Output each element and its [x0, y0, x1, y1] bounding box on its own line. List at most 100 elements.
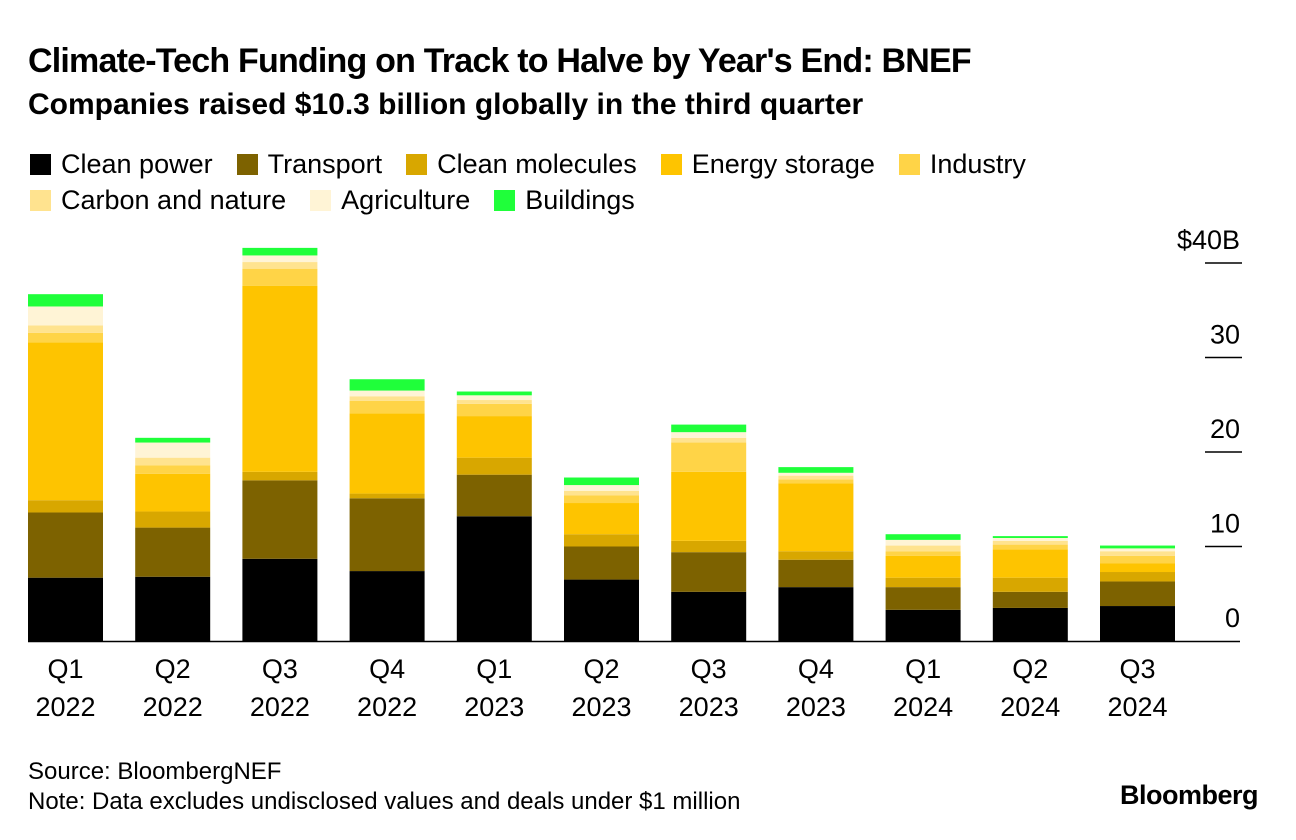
bar-segment-agriculture [885, 539, 961, 546]
bar-segment-clean-power [885, 609, 961, 641]
bar-segment-clean-molecules [135, 511, 211, 528]
bar-segment-clean-molecules [28, 500, 103, 513]
legend-row-1: Clean power Transport Clean molecules En… [30, 146, 1230, 182]
legend: Clean power Transport Clean molecules En… [30, 146, 1230, 218]
x-tick-label: 2024 [1107, 692, 1167, 722]
bar-segment-buildings [456, 391, 532, 396]
legend-item-agriculture: Agriculture [310, 185, 470, 216]
bar-segment-clean-power [242, 558, 318, 641]
bar-segment-clean-power [1100, 606, 1175, 641]
legend-label: Agriculture [341, 184, 471, 215]
bar-segment-industry [349, 400, 425, 414]
bar-segment-carbon-and-nature [135, 457, 211, 466]
x-tick-label: 2022 [357, 692, 417, 722]
legend-item-buildings: Buildings [494, 185, 635, 216]
bar-segment-clean-power [349, 571, 425, 641]
legend-item-energy-storage: Energy storage [660, 149, 875, 180]
bar-segment-industry [885, 551, 961, 556]
bar-segment-buildings [671, 424, 747, 433]
legend-item-transport: Transport [236, 149, 382, 180]
bar-segment-clean-molecules [564, 534, 639, 547]
bar-segment-industry [28, 332, 103, 343]
y-tick-label: 30 [1210, 320, 1240, 350]
bar-segment-carbon-and-nature [564, 490, 639, 496]
note-text: Note: Data excludes undisclosed values a… [28, 788, 741, 815]
legend-swatch [660, 153, 682, 175]
bar-segment-clean-power [28, 577, 103, 641]
bar-segment-energy-storage [135, 473, 211, 512]
bar-segment-clean-power [135, 576, 211, 641]
bar-segment-agriculture [242, 255, 318, 263]
bar-segment-transport [778, 559, 854, 588]
bar-segment-buildings [564, 477, 639, 486]
bar-segment-carbon-and-nature [992, 540, 1068, 545]
legend-item-carbon-and-nature: Carbon and nature [30, 185, 286, 216]
bar-segment-clean-molecules [992, 577, 1068, 592]
x-tick-label: Q1 [476, 654, 512, 684]
legend-swatch [310, 189, 332, 211]
bar-segment-clean-power [992, 607, 1068, 641]
y-tick-label: $40B [1177, 225, 1240, 255]
x-tick-label: Q1 [905, 654, 941, 684]
bar-segment-carbon-and-nature [28, 325, 103, 333]
bar-segment-transport [28, 512, 103, 578]
bar-segment-clean-power [671, 591, 747, 641]
bar-segment-carbon-and-nature [671, 437, 747, 443]
bar-segment-carbon-and-nature [456, 400, 532, 404]
bar-segment-energy-storage [242, 285, 318, 472]
bar-segment-agriculture [1100, 548, 1175, 552]
bar-segment-industry [992, 544, 1068, 550]
legend-item-clean-power: Clean power [30, 149, 213, 180]
bar-segment-transport [1100, 581, 1175, 607]
x-tick-label: Q3 [1119, 654, 1155, 684]
x-tick-label: Q2 [1012, 654, 1048, 684]
x-tick-label: 2024 [893, 692, 953, 722]
bar-segment-clean-power [778, 587, 854, 641]
bar-segment-energy-storage [1100, 563, 1175, 573]
legend-label: Industry [929, 148, 1026, 179]
x-tick-label: 2023 [464, 692, 524, 722]
bar-segment-buildings [992, 536, 1068, 538]
bar-segment-clean-molecules [1100, 572, 1175, 582]
bar-segment-transport [242, 480, 318, 559]
legend-label: Clean molecules [437, 148, 637, 179]
legend-label: Clean power [61, 148, 213, 179]
bar-segment-clean-molecules [349, 493, 425, 499]
source-text: Source: BloombergNEF [28, 758, 282, 785]
y-tick-label: 0 [1225, 603, 1240, 633]
x-tick-label: Q2 [155, 654, 191, 684]
bar-segment-energy-storage [349, 413, 425, 494]
bar-segment-agriculture [992, 537, 1068, 541]
bar-segment-industry [242, 268, 318, 286]
x-tick-label: 2024 [1000, 692, 1060, 722]
bar-segment-agriculture [671, 432, 747, 438]
bar-segment-clean-molecules [885, 577, 961, 588]
x-tick-label: 2023 [571, 692, 631, 722]
bar-segment-transport [456, 474, 532, 517]
bar-segment-industry [671, 442, 747, 472]
legend-label: Buildings [525, 184, 635, 215]
bar-segment-carbon-and-nature [885, 545, 961, 552]
bar-segment-transport [135, 527, 211, 577]
x-tick-label: 2022 [143, 692, 203, 722]
bar-segment-agriculture [456, 395, 532, 401]
x-tick-label: Q2 [583, 654, 619, 684]
bar-segment-agriculture [135, 442, 211, 458]
x-tick-label: 2023 [786, 692, 846, 722]
bar-segment-energy-storage [992, 549, 1068, 578]
bar-segment-energy-storage [885, 555, 961, 578]
legend-item-industry: Industry [898, 148, 1026, 180]
bar-segment-energy-storage [456, 416, 532, 458]
bar-segment-transport [992, 591, 1068, 608]
bar-segment-carbon-and-nature [778, 475, 854, 480]
y-tick-label: 20 [1210, 414, 1240, 444]
bar-segment-agriculture [778, 472, 854, 476]
bar-segment-buildings [885, 534, 961, 540]
legend-swatch [30, 153, 51, 175]
bar-segment-energy-storage [671, 471, 747, 541]
bar-segment-carbon-and-nature [242, 262, 318, 269]
legend-label: Carbon and nature [61, 184, 287, 215]
legend-swatch [236, 153, 258, 175]
x-tick-label: Q3 [262, 654, 298, 684]
bloomberg-logo: Bloomberg [1119, 780, 1259, 810]
